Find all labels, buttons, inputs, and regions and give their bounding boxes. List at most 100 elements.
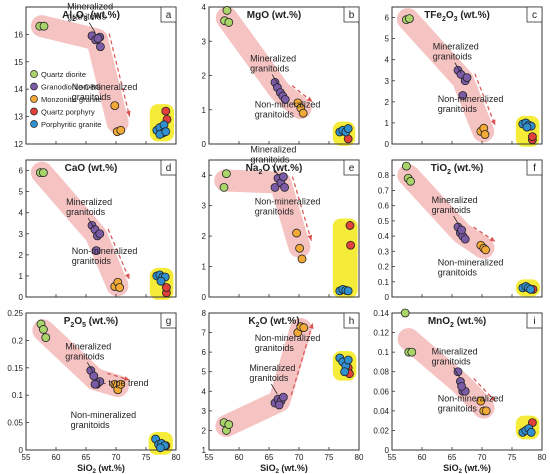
data-point xyxy=(343,286,353,296)
panel-title: MgO (wt.%) xyxy=(247,10,301,21)
data-point xyxy=(39,168,48,178)
y-tick-label: 0 xyxy=(202,140,207,149)
data-point xyxy=(278,172,288,182)
y-tick-label: 0 xyxy=(385,293,390,302)
panel-letter: h xyxy=(349,316,355,327)
y-tick-label: 0.2 xyxy=(12,336,24,345)
y-tick-label: 1 xyxy=(19,272,24,281)
annotation-mineralized-line1: Mineralized xyxy=(432,346,478,356)
data-point xyxy=(460,234,470,244)
panel-title: Al2O3 (wt.%) xyxy=(62,10,120,23)
legend-label: Porphyritic granite xyxy=(41,120,101,129)
y-tick-label: 1 xyxy=(202,446,207,455)
panel-title: MnO2 (wt.%) xyxy=(428,316,486,329)
data-point xyxy=(457,381,467,391)
panel-f: 0 0.1 0.2 0.3 0.4 0.5 0.6 0.7 0.8 TiO2 (wt.%) f Min… xyxy=(378,159,543,302)
annotation-pointer xyxy=(272,165,279,176)
x-tick-label: 55 xyxy=(388,453,397,462)
annotation-pointer xyxy=(453,215,460,227)
annotation-mineralized-line2: granitoids xyxy=(432,205,472,215)
plot-frame xyxy=(25,6,177,145)
x-tick-label: 80 xyxy=(172,453,181,462)
trend-arrowhead xyxy=(125,273,130,280)
data-point xyxy=(91,246,101,256)
data-point xyxy=(156,276,166,286)
y-tick-label: 0.5 xyxy=(378,217,390,226)
annotation-mineralized-line2: granitoids xyxy=(432,356,472,366)
x-tick-label: 75 xyxy=(325,453,334,462)
y-tick-label: 8 xyxy=(202,309,207,318)
non-mineralized-field xyxy=(332,218,358,298)
annotation-nonmin-line2: granitoids xyxy=(438,104,478,114)
panel-title: TFe2O3 (wt.%) xyxy=(424,10,490,23)
annotation-nonmin-line2: granitoids xyxy=(438,404,478,414)
y-tick-label: 4 xyxy=(202,171,207,180)
annotation-mineralized-line2: granitoids xyxy=(249,373,289,383)
y-tick-label: 3 xyxy=(202,407,207,416)
plot-frame xyxy=(208,159,360,298)
y-tick-label: 0 xyxy=(19,293,24,302)
annotation-mineralized-line2: granitoids xyxy=(250,155,290,165)
y-tick-label: 4 xyxy=(19,209,24,218)
data-point xyxy=(406,176,416,186)
annotation-nonmin-line2: granitoids xyxy=(255,110,295,120)
legend-marker xyxy=(30,95,38,103)
y-tick-label: 5 xyxy=(202,368,207,377)
annotation-nonmin-line2: granitoids xyxy=(255,343,295,353)
panel-letter-box xyxy=(160,6,177,23)
legend-label: Granodiorite-DBG xyxy=(41,83,101,92)
panel-letter-box xyxy=(160,312,177,329)
data-point xyxy=(278,392,288,402)
data-point xyxy=(219,182,229,192)
data-point xyxy=(343,355,353,365)
annotation-nonmin-line2: granitoids xyxy=(438,267,478,277)
panel-g: 0 0.05 0.1 0.15 0.2 0.25 55 60 65 70 75 80 P2O5 (wt.… xyxy=(7,309,181,474)
trend-arrowhead xyxy=(489,236,496,242)
y-tick-label: 0.12 xyxy=(373,329,389,338)
data-point xyxy=(95,229,105,239)
y-tick-label: 0.04 xyxy=(373,407,389,416)
data-point xyxy=(462,73,472,83)
y-tick-label: 6 xyxy=(202,348,207,357)
annotation-nonmin-line1: Non-mineralized xyxy=(255,333,321,343)
data-point xyxy=(453,367,463,377)
x-tick-label: 55 xyxy=(205,453,214,462)
y-tick-label: 0 xyxy=(385,140,390,149)
trend-arrowhead xyxy=(490,119,496,126)
data-point xyxy=(297,254,307,264)
legend-marker xyxy=(30,70,38,78)
annotation-mineralized-line1: Mineralized xyxy=(67,2,113,12)
annotation-nonmin-line1: Non-mineralized xyxy=(438,94,504,104)
annotation-nonmin-line1: Non-mineralized xyxy=(438,257,504,267)
x-tick-label: 70 xyxy=(478,453,487,462)
data-point xyxy=(522,122,532,132)
panel-title: Na2O (wt.%) xyxy=(246,163,303,176)
trend-arrow xyxy=(107,372,130,381)
annotation-mineralized-line2: granitoids xyxy=(67,12,107,22)
plot-frame xyxy=(391,6,543,145)
data-point xyxy=(481,406,491,416)
y-tick-label: 6 xyxy=(19,167,24,176)
y-tick-label: 12 xyxy=(14,140,23,149)
y-tick-label: 0.8 xyxy=(378,171,390,180)
y-tick-label: 0.2 xyxy=(378,263,390,272)
data-point xyxy=(161,106,171,116)
data-point xyxy=(274,400,284,410)
x-tick-label: 70 xyxy=(112,453,121,462)
data-point xyxy=(155,443,165,453)
annotation-mineralized-line1: Mineralized xyxy=(249,363,295,373)
data-point xyxy=(221,169,231,179)
legend-marker xyxy=(30,120,38,128)
y-tick-label: 0.3 xyxy=(378,247,390,256)
x-axis-label: SiO2 (wt.%) xyxy=(260,463,308,474)
data-point xyxy=(346,240,356,250)
annotation-mineralized-line1: Mineralized xyxy=(250,54,296,64)
data-point xyxy=(481,245,491,255)
data-point xyxy=(161,127,171,137)
plot-frame xyxy=(391,312,543,451)
annotation-nonmin-line2: granitoids xyxy=(72,92,112,102)
